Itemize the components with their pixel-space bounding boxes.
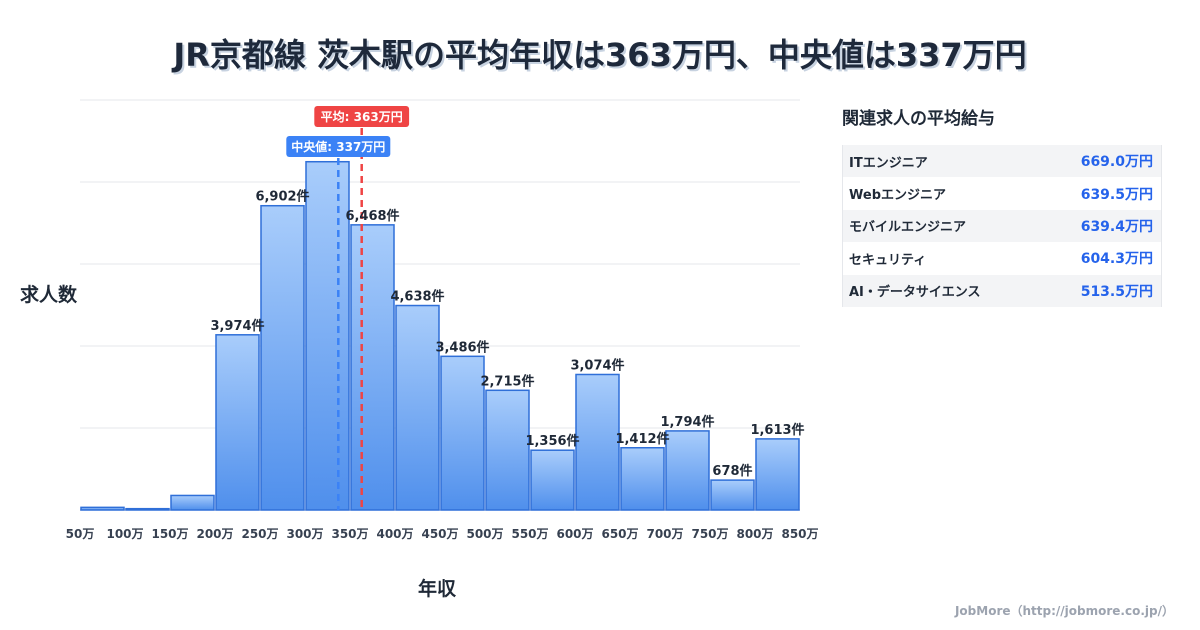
related-jobs-title: 関連求人の平均給与 xyxy=(842,109,995,129)
job-name: ITエンジニア xyxy=(849,155,928,171)
bar xyxy=(575,373,620,511)
bar xyxy=(620,447,665,511)
x-tick-label: 450万 xyxy=(421,527,458,541)
bar-value-label: 1,794件 xyxy=(660,414,714,430)
x-tick-label: 500万 xyxy=(466,527,503,541)
job-salary: 639.4万円 xyxy=(1080,218,1153,235)
x-tick-label: 100万 xyxy=(106,527,143,541)
x-tick-label: 800万 xyxy=(736,527,773,541)
bar-value-label: 3,974件 xyxy=(210,318,264,334)
y-axis-label: 求人数 xyxy=(20,284,78,306)
reference-label: 中央値: 337万円 xyxy=(291,139,385,154)
bar xyxy=(125,507,170,511)
x-tick-label: 300万 xyxy=(286,527,323,541)
job-name: モバイルエンジニア xyxy=(849,220,967,236)
related-jobs-table: ITエンジニア 669.0万円 Webエンジニア 639.5万円 モバイルエンジ… xyxy=(842,145,1162,307)
job-salary: 669.0万円 xyxy=(1080,154,1153,171)
list-item: AI・データサイエンス 513.5万円 xyxy=(843,274,1161,307)
bar-value-label: 1,412件 xyxy=(615,431,669,447)
x-tick-label: 550万 xyxy=(511,527,548,541)
job-salary: 604.3万円 xyxy=(1080,251,1153,268)
job-salary: 513.5万円 xyxy=(1080,283,1153,300)
bar xyxy=(305,160,350,511)
job-name: Webエンジニア xyxy=(849,188,946,204)
job-salary: 639.5万円 xyxy=(1080,186,1153,203)
reference-badge xyxy=(314,106,410,127)
bar-value-label: 4,638件 xyxy=(390,289,444,305)
x-tick-label: 250万 xyxy=(241,527,278,541)
x-tick-label: 750万 xyxy=(691,527,728,541)
x-tick-label: 600万 xyxy=(556,527,593,541)
value-labels: 3,974件 6,902件 6,468件 4,638件 3,486件 2,715件 1,35… xyxy=(210,189,804,479)
bar xyxy=(755,438,800,511)
x-tick-label: 700万 xyxy=(646,527,683,541)
bar-value-label: 1,356件 xyxy=(525,433,579,449)
bars xyxy=(80,160,800,511)
footer-credit: JobMore（http://jobmore.co.jp/） xyxy=(954,604,1174,618)
bar xyxy=(80,506,125,511)
bar xyxy=(665,430,710,511)
reference-label: 平均: 363万円 xyxy=(321,109,403,124)
bar xyxy=(485,389,530,511)
list-item: セキュリティ 604.3万円 xyxy=(843,242,1161,275)
bar xyxy=(215,334,260,511)
x-tick-label: 150万 xyxy=(151,527,188,541)
bar xyxy=(350,224,395,511)
bar xyxy=(530,449,575,511)
bar-value-label: 3,074件 xyxy=(570,357,624,373)
job-name: AI・データサイエンス xyxy=(849,285,981,301)
x-tick-label: 50万 xyxy=(66,527,95,541)
bar xyxy=(440,355,485,511)
bar-value-label: 1,613件 xyxy=(750,422,804,438)
chart-title: JR京都線 茨木駅の平均年収は363万円、中央値は337万円 xyxy=(173,36,1027,74)
reference-badge xyxy=(286,136,391,157)
bar-value-label: 6,902件 xyxy=(255,189,309,205)
bar-value-label: 2,715件 xyxy=(480,373,534,389)
x-tick-label: 200万 xyxy=(196,527,233,541)
bar xyxy=(395,304,440,511)
x-tick-label: 350万 xyxy=(331,527,368,541)
x-tick-label: 650万 xyxy=(601,527,638,541)
bar xyxy=(710,479,755,511)
bar-value-label: 6,468件 xyxy=(345,208,399,224)
bar xyxy=(260,204,305,511)
list-item: モバイルエンジニア 639.4万円 xyxy=(843,209,1161,243)
x-axis-label: 年収 xyxy=(418,578,457,600)
bar xyxy=(170,494,215,511)
list-item: ITエンジニア 669.0万円 xyxy=(843,145,1161,178)
bar-value-label: 3,486件 xyxy=(435,339,489,355)
x-tick-label: 850万 xyxy=(781,527,818,541)
bar-value-label: 678件 xyxy=(712,463,752,479)
x-tick-labels: 50万 100万 150万 200万 250万 300万 350万 400万 450万 500万 5… xyxy=(66,527,819,541)
list-item: Webエンジニア 639.5万円 xyxy=(843,177,1161,210)
job-name: セキュリティ xyxy=(849,252,927,268)
x-tick-label: 400万 xyxy=(376,527,413,541)
